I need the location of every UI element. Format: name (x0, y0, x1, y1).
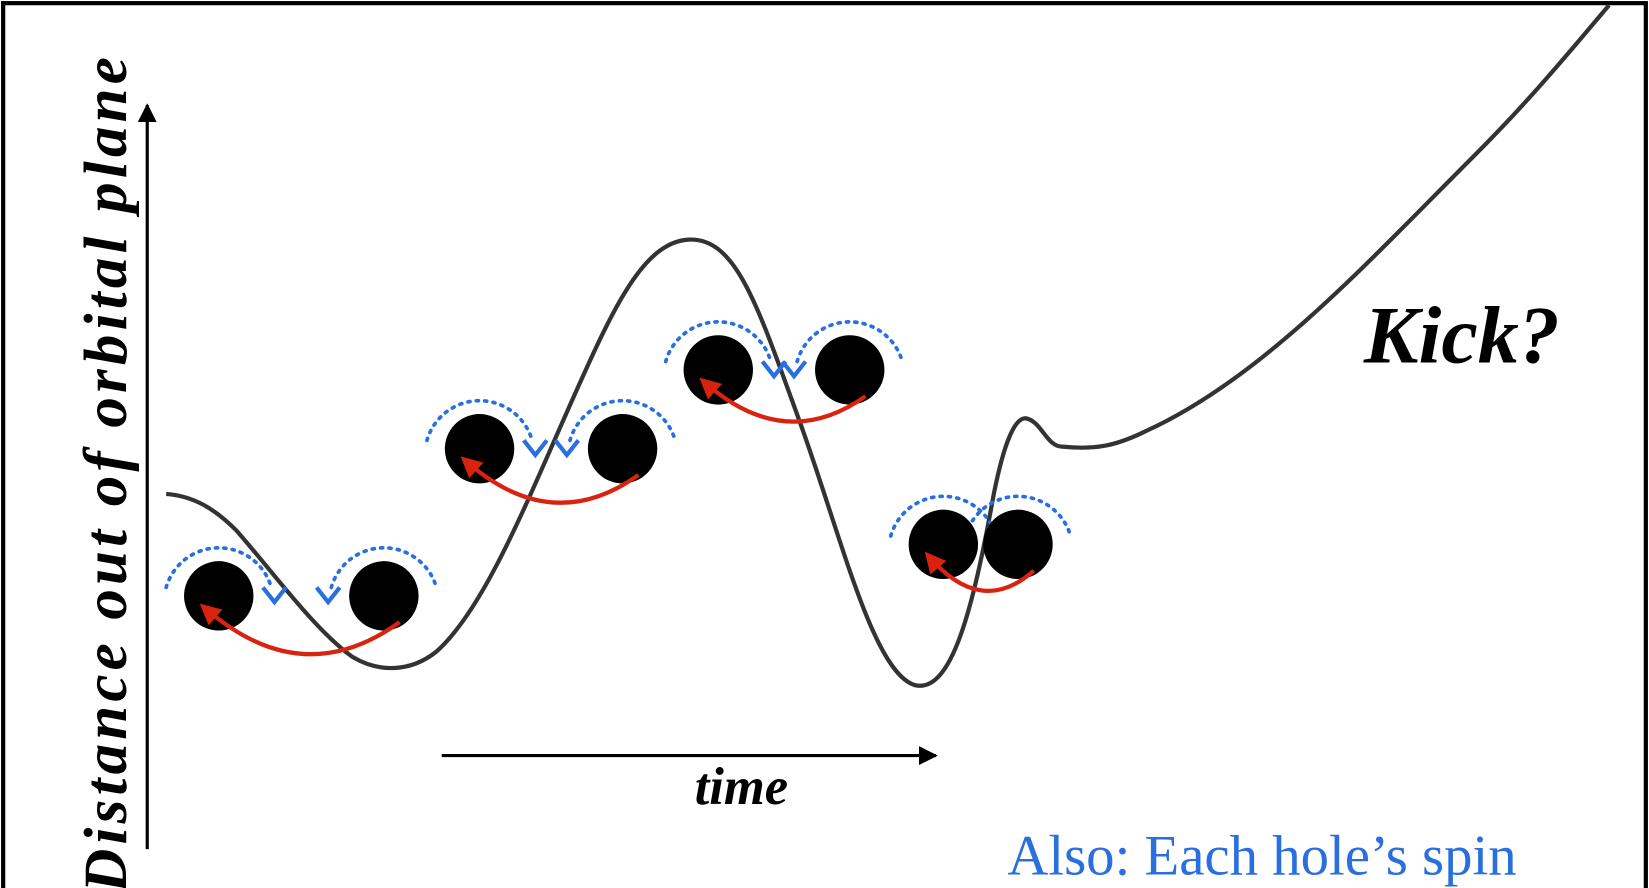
diagram: Distance out of orbital plane time Kick?… (0, 0, 1649, 888)
spin-arrowhead (782, 362, 805, 377)
spin-arrowhead (555, 440, 578, 455)
black-hole (815, 335, 884, 404)
spin-arrowhead (263, 587, 286, 602)
kick-label: Kick? (1363, 290, 1560, 381)
spin-arrowhead (524, 440, 547, 455)
black-hole (588, 414, 657, 483)
black-hole (349, 561, 418, 630)
black-hole (983, 510, 1052, 579)
x-axis-label: time (695, 758, 788, 816)
y-axis-label: Distance out of orbital plane (73, 53, 140, 888)
spin-note: Also: Each hole’s spin (1007, 824, 1516, 887)
spin-arrowhead (317, 587, 340, 602)
page: Distance out of orbital plane time Kick?… (0, 0, 1649, 888)
